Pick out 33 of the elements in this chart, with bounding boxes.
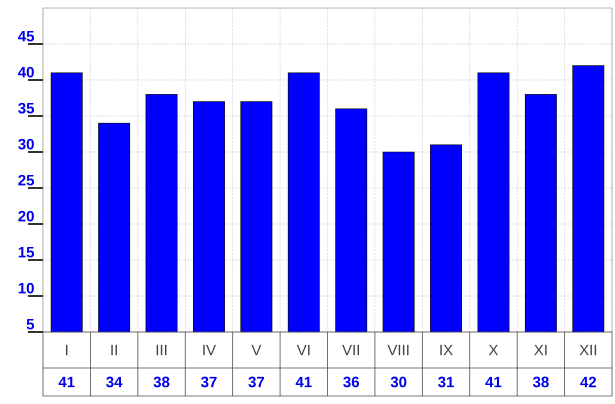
data-label: 37	[248, 376, 264, 388]
x-tick-label: VI	[296, 344, 310, 356]
x-tick-label: II	[111, 344, 117, 356]
data-label: 41	[485, 376, 502, 388]
data-label: 30	[390, 376, 406, 388]
y-tick-label: 10	[18, 282, 34, 294]
y-tick-label: 20	[18, 210, 34, 222]
x-tick-label: XII	[579, 344, 596, 356]
data-label: 41	[58, 376, 75, 388]
x-tick-label: III	[156, 344, 166, 356]
x-tick-label: X	[488, 344, 498, 356]
data-label: 38	[532, 376, 549, 388]
data-label: 31	[438, 376, 454, 388]
y-tick-label: 35	[18, 102, 34, 114]
data-label: 41	[296, 376, 312, 388]
y-tick-label: 5	[26, 319, 34, 330]
x-tick-label: I	[66, 344, 68, 356]
y-tick-label: 15	[18, 247, 34, 258]
y-tick-label: 30	[18, 138, 34, 150]
x-tick-label: V	[251, 344, 262, 356]
x-tick-label: VII	[342, 344, 359, 356]
x-tick-label: VIII	[387, 344, 408, 356]
x-tick-label: XI	[534, 344, 547, 356]
data-label: 34	[106, 376, 122, 388]
x-tick-label: IV	[203, 344, 216, 356]
y-tick-label: 40	[18, 66, 34, 78]
y-tick-label: 45	[18, 31, 34, 42]
data-label: 38	[154, 376, 170, 388]
y-tick-label: 25	[18, 174, 34, 186]
x-tick-label: IX	[440, 344, 453, 356]
data-label: 36	[343, 376, 360, 388]
data-label: 37	[200, 376, 217, 388]
data-label: 42	[580, 376, 596, 388]
